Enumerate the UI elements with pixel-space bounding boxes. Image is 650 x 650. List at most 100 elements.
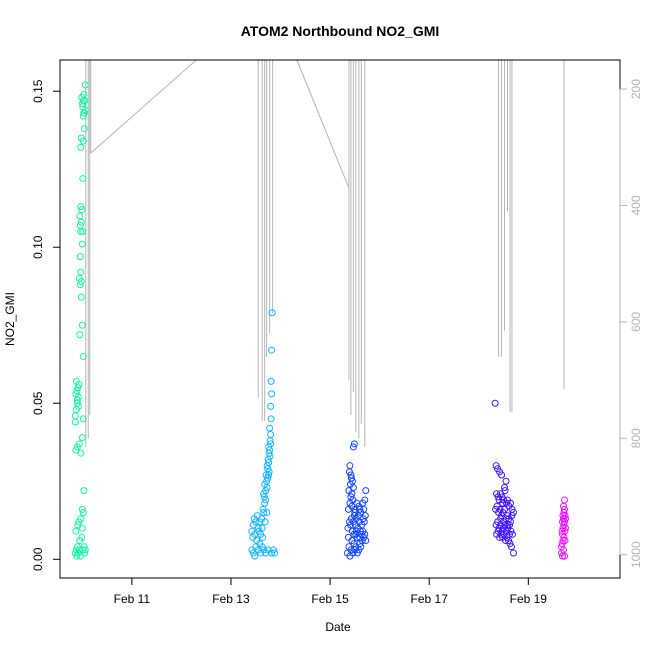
data-point xyxy=(352,527,360,535)
y-tick-label: 0.00 xyxy=(31,547,45,571)
data-point xyxy=(260,508,268,516)
chart-title: ATOM2 Northbound NO2_GMI xyxy=(241,23,440,39)
data-point xyxy=(362,537,370,545)
data-point xyxy=(504,521,512,529)
data-point xyxy=(72,390,80,398)
data-point xyxy=(258,524,266,532)
data-point xyxy=(270,546,278,554)
data-point xyxy=(260,493,268,501)
data-point xyxy=(76,253,84,261)
data-point xyxy=(346,462,354,470)
data-point xyxy=(558,543,566,551)
data-point xyxy=(357,543,365,551)
x-tick-label: Feb 13 xyxy=(212,592,250,606)
data-point xyxy=(78,206,86,214)
data-point xyxy=(71,418,79,426)
data-point xyxy=(265,468,273,476)
data-point xyxy=(349,443,357,451)
data-point xyxy=(508,530,516,538)
data-point xyxy=(252,518,260,526)
data-point xyxy=(560,552,568,560)
data-point xyxy=(265,459,273,467)
data-point xyxy=(499,499,507,507)
y2-tick-label: 600 xyxy=(629,312,643,332)
data-point xyxy=(267,430,275,438)
y-tick-label: 0.15 xyxy=(31,79,45,103)
data-point xyxy=(347,471,355,479)
data-point xyxy=(77,134,85,142)
data-point xyxy=(77,218,85,226)
data-point xyxy=(73,387,81,395)
data-point xyxy=(360,505,368,513)
data-point xyxy=(80,90,88,98)
data-point xyxy=(78,524,86,532)
x-tick-label: Feb 17 xyxy=(411,592,449,606)
data-point xyxy=(561,524,569,532)
data-point xyxy=(75,274,83,282)
pressure-curtains xyxy=(85,59,565,448)
data-point xyxy=(502,477,510,485)
y2-tick-label: 400 xyxy=(629,195,643,215)
data-point xyxy=(265,471,273,479)
data-point xyxy=(356,505,364,513)
x-tick-label: Feb 19 xyxy=(510,592,548,606)
data-point xyxy=(80,125,88,133)
data-point xyxy=(77,203,85,211)
data-point xyxy=(251,552,259,560)
data-point xyxy=(76,221,84,229)
data-point xyxy=(505,530,513,538)
data-point xyxy=(72,527,80,535)
y-tick-label: 0.10 xyxy=(31,235,45,259)
data-point xyxy=(509,508,517,516)
data-point xyxy=(78,240,86,248)
y2-tick-label: 800 xyxy=(629,428,643,448)
data-point xyxy=(78,434,86,442)
data-point xyxy=(72,377,80,385)
data-point xyxy=(77,449,85,457)
data-point xyxy=(79,175,87,183)
data-point xyxy=(506,499,514,507)
data-point xyxy=(267,415,275,423)
right-pressure-axis: 200 400 600 800 1000 xyxy=(619,79,643,568)
data-point xyxy=(561,537,569,545)
data-point xyxy=(78,321,86,329)
data-point xyxy=(259,533,267,541)
data-point xyxy=(491,399,499,407)
data-point xyxy=(559,512,567,520)
data-point xyxy=(76,212,84,220)
y2-tick-label: 200 xyxy=(629,79,643,99)
data-point xyxy=(77,268,85,276)
data-point xyxy=(509,549,517,557)
data-point xyxy=(267,377,275,385)
data-point xyxy=(354,512,362,520)
data-point xyxy=(349,484,357,492)
y-axis: 0.00 0.05 0.10 0.15 xyxy=(31,79,61,571)
plot-frame xyxy=(59,59,621,579)
y-tick-label: 0.05 xyxy=(31,391,45,415)
data-point xyxy=(74,402,82,410)
data-point xyxy=(350,440,358,448)
data-point xyxy=(266,452,274,460)
data-point xyxy=(268,346,276,354)
data-point xyxy=(77,143,85,151)
data-point xyxy=(75,440,83,448)
data-point xyxy=(501,484,509,492)
data-point xyxy=(268,390,276,398)
x-tick-label: Feb 15 xyxy=(311,592,349,606)
data-point xyxy=(361,496,369,504)
data-point xyxy=(266,424,274,432)
data-point xyxy=(268,309,276,317)
data-point xyxy=(347,474,355,482)
data-points xyxy=(71,81,569,560)
data-point xyxy=(560,496,568,504)
data-point xyxy=(560,505,568,513)
data-point xyxy=(74,384,82,392)
pressure-connector xyxy=(296,59,350,189)
data-point xyxy=(78,505,86,513)
data-point xyxy=(81,549,89,557)
data-point xyxy=(79,112,87,120)
data-point xyxy=(267,402,275,410)
data-point xyxy=(559,530,567,538)
data-point xyxy=(348,490,356,498)
